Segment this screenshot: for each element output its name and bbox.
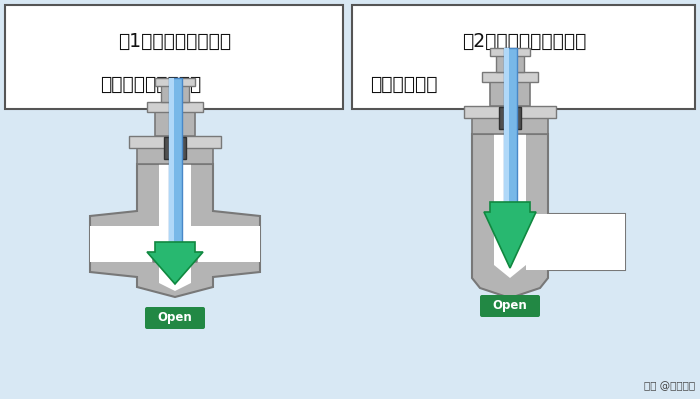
Text: 头条 @暖通南社: 头条 @暖通南社 [644,381,695,391]
Polygon shape [484,202,536,268]
Polygon shape [191,254,197,262]
Bar [504,48,517,234]
Polygon shape [90,164,260,291]
Text: 流动阻力小。: 流动阻力小。 [370,75,438,93]
Bar [490,48,530,56]
Text: （1）直通形阀：流动: （1）直通形阀：流动 [118,32,232,51]
Bar [472,134,548,219]
Polygon shape [472,134,625,298]
Text: 阻力大，压力降大；: 阻力大，压力降大； [100,75,202,93]
Bar [147,102,203,112]
Polygon shape [147,242,203,284]
Bar [5,5,343,109]
Bar [464,106,556,118]
Bar [137,142,213,164]
Bar [161,82,189,102]
Polygon shape [494,134,625,278]
Text: （2）角形阀：弯头处，: （2）角形阀：弯头处， [462,32,586,51]
Bar [169,78,182,259]
Bar [169,78,174,259]
FancyBboxPatch shape [480,295,540,317]
Text: Open: Open [158,312,192,324]
Text: Open: Open [493,300,527,312]
Bar [504,48,509,234]
Bar [155,78,195,86]
Bar [352,5,695,109]
Bar [490,78,530,106]
Bar [499,107,521,129]
Bar [164,137,186,159]
Bar [155,108,195,136]
Bar [482,72,538,82]
Polygon shape [90,164,260,297]
FancyBboxPatch shape [145,307,205,329]
Polygon shape [153,254,159,262]
Bar [129,136,221,148]
Bar [472,112,548,134]
Bar [496,52,524,72]
